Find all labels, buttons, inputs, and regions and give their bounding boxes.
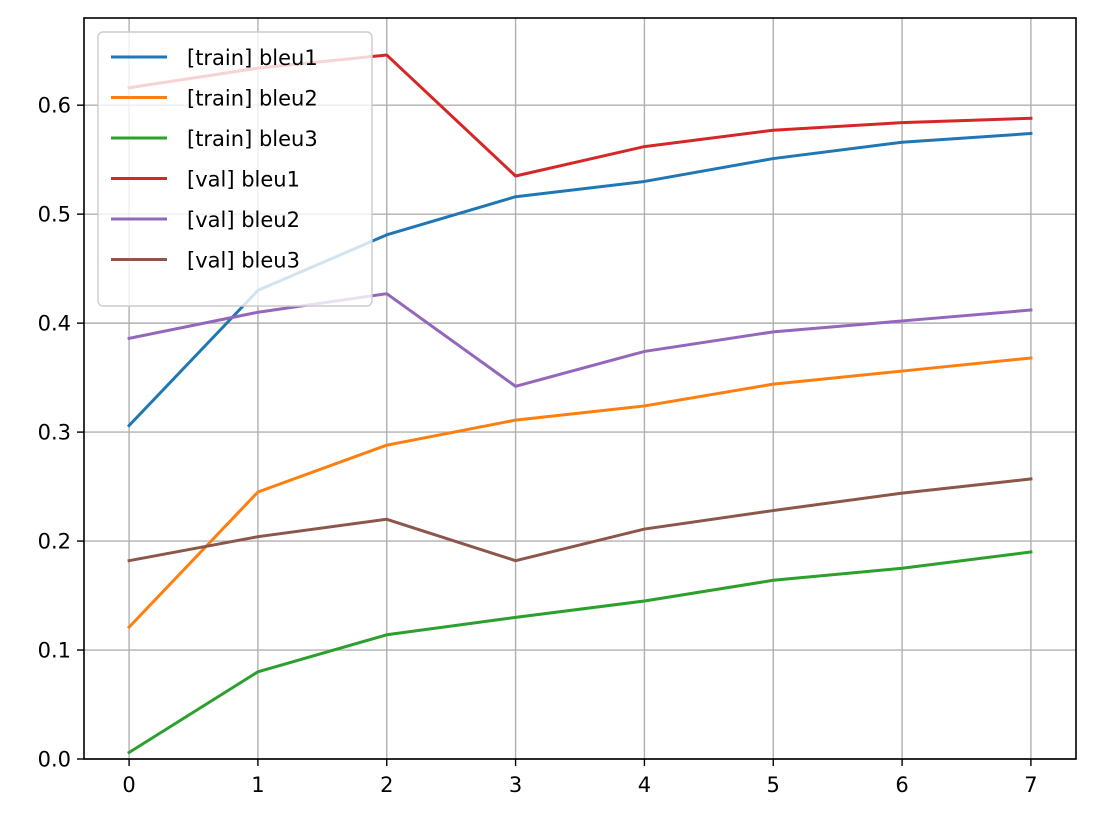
series-line-train-bleu2 — [126, 356, 1033, 630]
y-tick-label: 0.5 — [38, 203, 71, 227]
y-tick-label: 0.3 — [38, 421, 71, 445]
x-tick-label: 6 — [895, 773, 908, 797]
x-tick-label: 0 — [122, 773, 135, 797]
x-tick-label: 1 — [251, 773, 264, 797]
legend-label-train-bleu2: [train] bleu2 — [187, 87, 318, 111]
y-tick-label: 0.4 — [38, 312, 71, 336]
series-line-train-bleu3 — [127, 550, 1033, 755]
legend-box — [97, 31, 373, 307]
legend-label-train-bleu3: [train] bleu3 — [187, 127, 318, 151]
legend-label-train-bleu1: [train] bleu1 — [187, 46, 318, 70]
x-tick-label: 4 — [638, 773, 651, 797]
plot-frame — [83, 17, 1077, 760]
legend-label-val-bleu3: [val] bleu3 — [187, 249, 300, 273]
y-tick-label: 0.0 — [38, 748, 71, 772]
x-tick-label: 7 — [1024, 773, 1037, 797]
legend: [train] bleu1 [train] bleu2 [train] bleu3 [… — [97, 31, 373, 307]
y-tick-label: 0.1 — [38, 639, 71, 663]
axis-ticks: 0 1 2 3 4 5 6 7 0.0 0.1 0.2 0.3 0.4 0.5 0.6 — [38, 94, 1038, 797]
legend-label-val-bleu2: [val] bleu2 — [187, 208, 300, 232]
x-tick-label: 5 — [767, 773, 780, 797]
y-tick-label: 0.2 — [38, 530, 71, 554]
legend-label-val-bleu1: [val] bleu1 — [187, 168, 300, 192]
y-tick-label: 0.6 — [38, 94, 71, 118]
x-tick-label: 2 — [380, 773, 393, 797]
series-line-val-bleu2 — [127, 292, 1033, 388]
x-tick-label: 3 — [509, 773, 522, 797]
series-line-val-bleu3 — [127, 477, 1033, 563]
